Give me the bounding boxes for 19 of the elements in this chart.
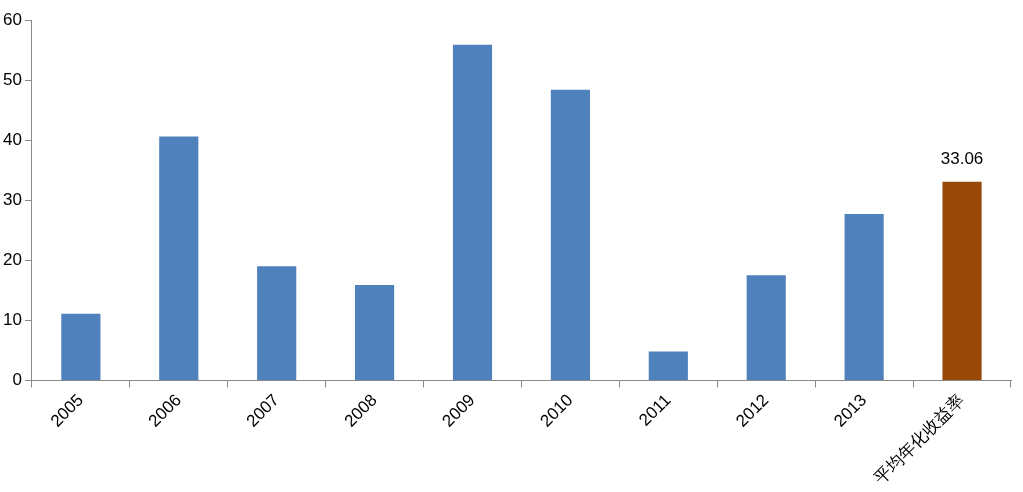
- y-tick-label: 60: [2, 9, 22, 29]
- y-tick-label: 10: [2, 310, 22, 330]
- y-tick-label: 40: [2, 129, 22, 149]
- bar: [452, 44, 493, 380]
- bar: [648, 351, 688, 380]
- y-tick-label: 30: [2, 189, 22, 209]
- y-tick-label: 20: [2, 249, 22, 269]
- bar: [159, 136, 199, 380]
- bar: [746, 275, 786, 380]
- data-label: 33.06: [940, 149, 984, 169]
- y-tick-label: 0: [12, 370, 22, 390]
- bar: [942, 181, 982, 380]
- bar: [61, 313, 101, 380]
- bar: [844, 214, 884, 380]
- x-tick-label: 平均年化收益率: [870, 390, 969, 488]
- y-tick-label: 50: [2, 69, 22, 89]
- bar: [257, 266, 297, 380]
- bar: [355, 284, 395, 380]
- bar: [550, 89, 590, 380]
